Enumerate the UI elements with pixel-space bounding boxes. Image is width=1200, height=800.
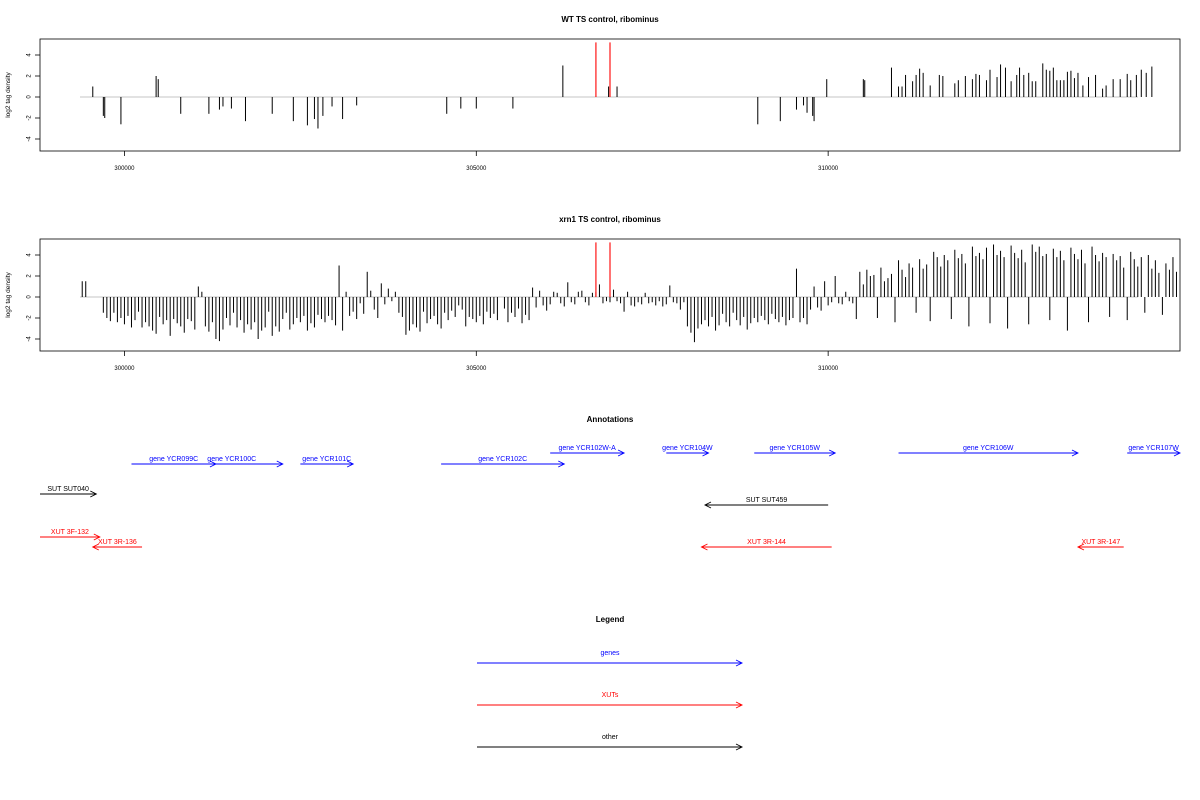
annotation-feature: gene YCR101C <box>300 456 355 468</box>
annotation-feature: gene YCR106W <box>898 445 1079 457</box>
xrn1-y-tick-label: 4 <box>27 253 33 257</box>
legend-title: Legend <box>596 615 625 624</box>
wt-track-title: WT TS control, ribominus <box>561 15 659 24</box>
annotation-label: XUT 3R-136 <box>98 539 137 546</box>
annotation-arrow-arrowhead <box>346 460 355 468</box>
xrn1-y-tick-label: -2 <box>27 315 33 321</box>
xrn1-y-tick-label: -4 <box>27 336 33 342</box>
annotation-feature: gene YCR102W-A <box>550 445 626 457</box>
legend-label: genes <box>600 650 620 657</box>
annotation-label: gene YCR106W <box>963 445 1014 452</box>
wt-y-tick-label: 2 <box>27 74 33 78</box>
annotation-arrow-arrowhead <box>700 543 708 551</box>
annotation-arrow-arrowhead <box>703 501 712 509</box>
legend-label: XUTs <box>602 692 619 699</box>
annotation-label: XUT 3F-132 <box>51 529 89 536</box>
annotation-feature: gene YCR104W <box>662 445 713 457</box>
wt-x-tick-label: 305000 <box>466 166 487 172</box>
wt-track-panel: WT TS control, ribominus log2 tag densit… <box>5 15 1181 172</box>
xrn1-track-panel: xrn1 TS control, ribominus log2 tag dens… <box>5 215 1181 372</box>
annotation-feature: XUT 3R-144 <box>700 539 832 551</box>
wt-y-tick-label: -4 <box>27 136 33 142</box>
annotation-label: gene YCR107W <box>1128 445 1179 452</box>
xrn1-x-tick-label: 305000 <box>466 366 487 372</box>
legend-label: other <box>602 734 619 741</box>
annotation-arrow-arrowhead <box>828 449 837 457</box>
annotation-feature: gene YCR105W <box>754 445 837 457</box>
annotation-feature: XUT 3F-132 <box>40 529 101 541</box>
annotation-feature: gene YCR099C <box>131 456 217 468</box>
xrn1-y-tick-label: 2 <box>27 274 33 278</box>
annotation-label: SUT SUT040 <box>47 486 89 493</box>
legend-entry: other <box>477 734 744 751</box>
annotation-label: SUT SUT459 <box>746 497 788 504</box>
annotation-arrow-arrowhead <box>93 533 101 541</box>
xrn1-y-tick-label: 0 <box>27 295 33 299</box>
annotation-label: XUT 3R-147 <box>1081 539 1120 546</box>
legend-arrow-arrowhead <box>735 701 744 709</box>
annotation-arrow-arrowhead <box>1071 449 1079 457</box>
xrn1-plot-frame <box>39 238 1181 352</box>
annotations-panel: Annotations gene YCR099C gene YCR100C gene… <box>40 415 1182 551</box>
legend-arrow-arrowhead <box>735 659 744 667</box>
annotation-label: gene YCR102C <box>478 456 527 463</box>
annotation-arrow-arrowhead <box>90 490 98 498</box>
annotation-label: gene YCR100C <box>207 456 256 463</box>
wt-x-tick-label: 310000 <box>818 166 839 172</box>
annotation-arrow-arrowhead <box>1076 543 1085 551</box>
annotation-feature: gene YCR107W <box>1127 445 1182 457</box>
wt-y-tick-label: 4 <box>27 53 33 57</box>
annotation-arrow-arrowhead <box>1173 449 1182 457</box>
legend-entry: XUTs <box>477 692 744 709</box>
annotation-arrow-arrowhead <box>276 460 284 468</box>
wt-y-tick-label: -2 <box>27 115 33 121</box>
annotation-label: gene YCR104W <box>662 445 713 452</box>
legend-entry: genes <box>477 650 744 667</box>
annotation-label: gene YCR105W <box>769 445 820 452</box>
annotation-feature: gene YCR102C <box>441 456 566 468</box>
legend-arrow-arrowhead <box>735 743 744 751</box>
xrn1-x-tick-label: 310000 <box>818 366 839 372</box>
annotation-feature: gene YCR100C <box>180 456 284 468</box>
annotation-label: gene YCR099C <box>149 456 198 463</box>
annotation-arrow-arrowhead <box>617 449 626 457</box>
annotation-arrow-arrowhead <box>91 543 99 551</box>
wt-y-tick-label: 0 <box>27 95 33 99</box>
annotation-feature: XUT 3R-136 <box>91 539 143 551</box>
annotation-arrow-arrowhead <box>702 449 710 457</box>
annotation-arrow-arrowhead <box>558 460 566 468</box>
annotation-feature: XUT 3R-147 <box>1076 539 1124 551</box>
xrn1-y-axis-label: log2 tag density <box>5 271 12 317</box>
xrn1-track-title: xrn1 TS control, ribominus <box>559 215 661 224</box>
legend-panel: Legend genes XUTs other <box>477 615 744 751</box>
wt-y-axis-label: log2 tag density <box>5 71 12 117</box>
annotation-feature: SUT SUT040 <box>40 486 98 498</box>
annotation-feature: SUT SUT459 <box>703 497 829 509</box>
annotation-label: gene YCR101C <box>302 456 351 463</box>
xrn1-x-tick-label: 300000 <box>114 366 135 372</box>
annotation-label: gene YCR102W-A <box>558 445 616 452</box>
wt-plot-frame <box>39 38 1181 152</box>
annotation-label: XUT 3R-144 <box>747 539 786 546</box>
wt-x-tick-label: 300000 <box>114 166 135 172</box>
annotations-title: Annotations <box>587 415 634 424</box>
